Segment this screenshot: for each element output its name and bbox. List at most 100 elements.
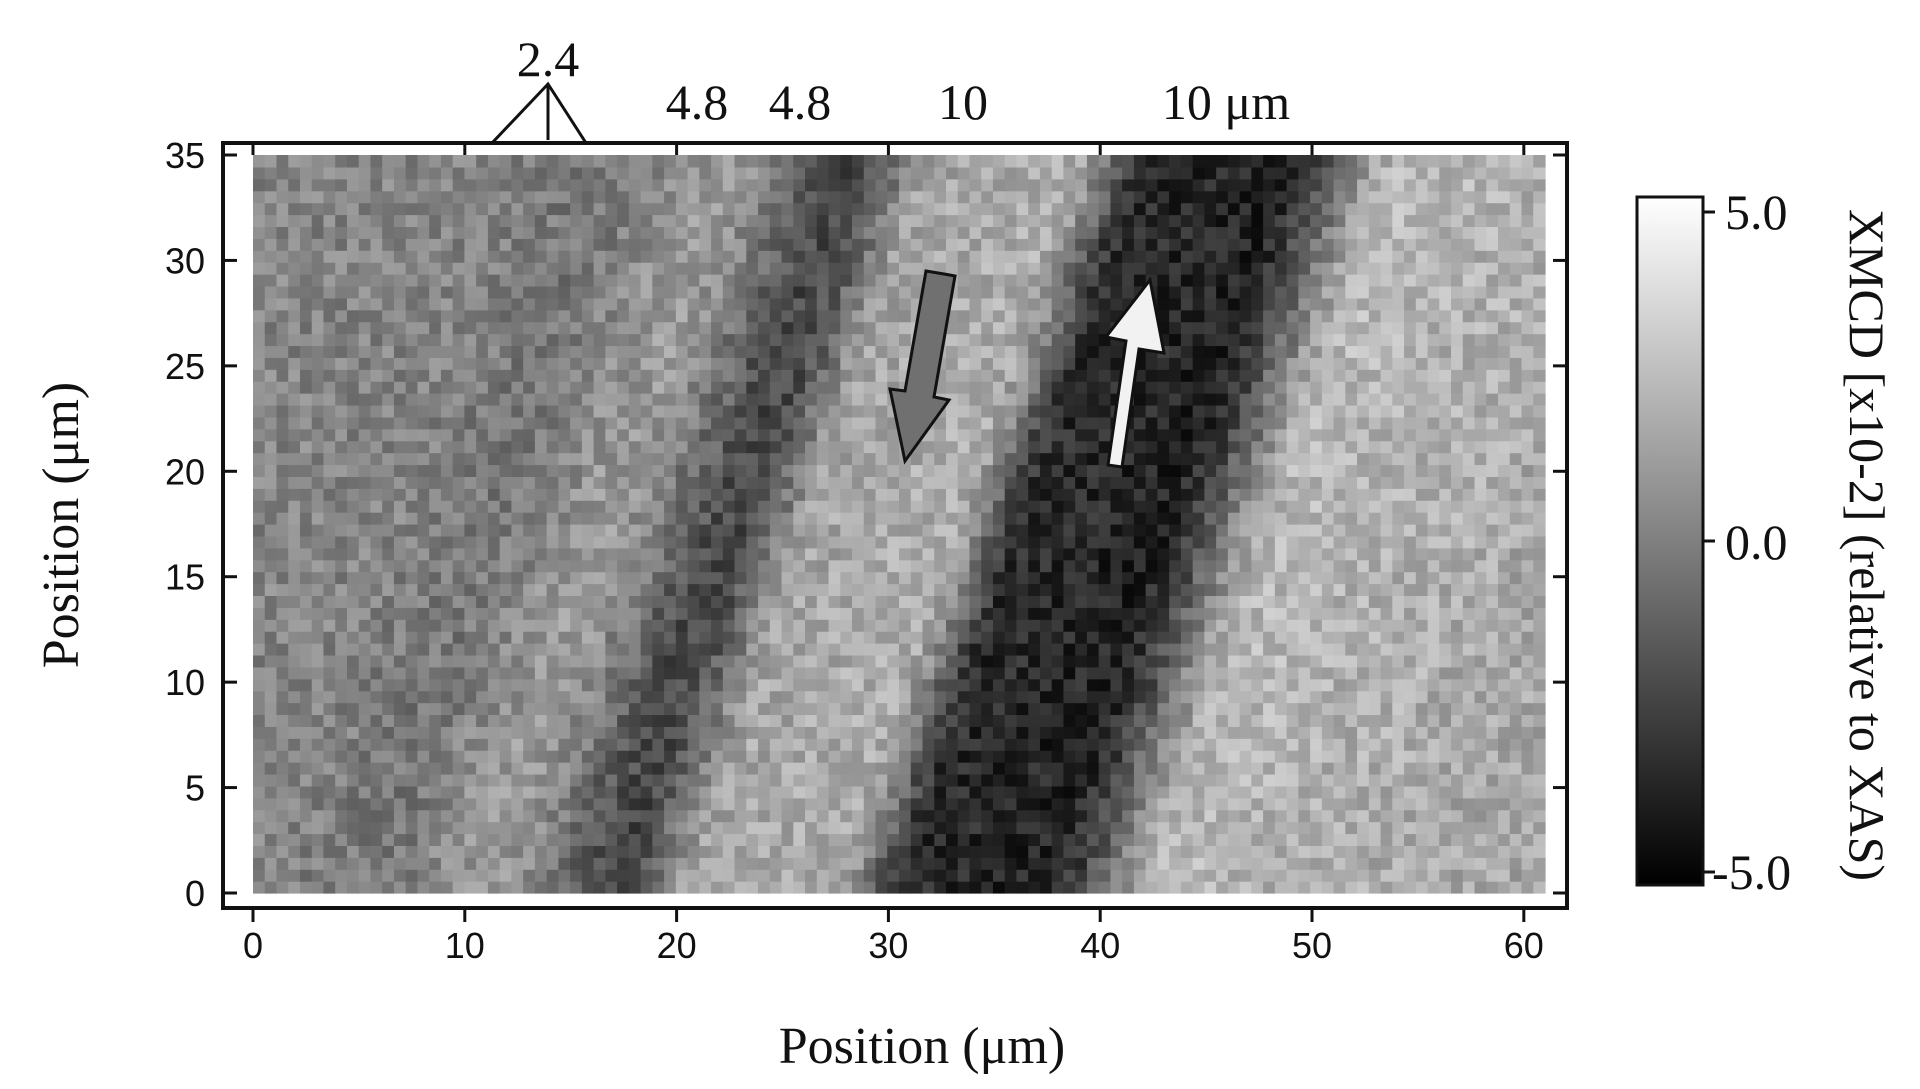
- heatmap-cell: [605, 428, 618, 442]
- heatmap-cell: [476, 404, 489, 418]
- heatmap-cell: [1474, 643, 1487, 656]
- heatmap-cell: [370, 416, 383, 430]
- heatmap-cell: [758, 857, 771, 870]
- heatmap-cell: [711, 452, 724, 466]
- heatmap-cell: [1321, 750, 1335, 763]
- heatmap-cell: [934, 500, 947, 513]
- heatmap-cell: [1310, 595, 1323, 608]
- heatmap-cell: [711, 643, 724, 656]
- heatmap-cell: [1204, 678, 1217, 692]
- heatmap-cell: [393, 773, 407, 787]
- heatmap-cell: [945, 666, 959, 680]
- heatmap-cell: [581, 797, 595, 811]
- heatmap-cell: [1368, 797, 1382, 811]
- heatmap-cell: [1392, 404, 1405, 418]
- heatmap-cell: [405, 702, 419, 716]
- heatmap-cell: [264, 631, 278, 644]
- heatmap-cell: [335, 726, 348, 739]
- heatmap-cell: [899, 714, 912, 727]
- heatmap-cell: [558, 619, 571, 632]
- heatmap-cell: [523, 714, 536, 727]
- heatmap-cell: [781, 821, 794, 835]
- heatmap-cell: [1145, 369, 1158, 382]
- heatmap-cell: [382, 738, 395, 751]
- heatmap-cell: [1310, 690, 1323, 704]
- heatmap-cell: [769, 595, 783, 608]
- heatmap-cell: [1462, 583, 1476, 597]
- heatmap-cell: [981, 881, 994, 894]
- heatmap-cell: [1321, 583, 1335, 597]
- heatmap-cell: [1157, 524, 1170, 537]
- heatmap-cell: [534, 809, 548, 823]
- heatmap-cell: [699, 631, 712, 644]
- heatmap-cell: [1251, 797, 1264, 811]
- heatmap-cell: [1204, 404, 1217, 418]
- heatmap-cell: [617, 607, 630, 620]
- heatmap-cell: [957, 726, 971, 739]
- heatmap-cell: [1310, 881, 1323, 894]
- heatmap-cell: [1321, 738, 1335, 751]
- heatmap-cell: [1274, 607, 1288, 620]
- heatmap-cell: [440, 535, 454, 549]
- heatmap-cell: [1521, 750, 1534, 763]
- heatmap-cell: [581, 404, 595, 418]
- heatmap-cell: [1016, 488, 1029, 501]
- heatmap-cell: [722, 631, 736, 644]
- heatmap-cell: [934, 690, 947, 704]
- heatmap-cell: [852, 666, 865, 680]
- heatmap-cell: [440, 607, 454, 620]
- heatmap-cell: [1298, 654, 1311, 668]
- heatmap-cell: [957, 762, 971, 775]
- heatmap-cell: [593, 690, 606, 704]
- heatmap-cell: [664, 559, 677, 573]
- heatmap-cell: [370, 440, 383, 454]
- heatmap-cell: [570, 845, 583, 858]
- heatmap-cell: [1321, 714, 1335, 727]
- heatmap-cell: [487, 393, 501, 406]
- heatmap-cell: [1075, 785, 1088, 799]
- heatmap-cell: [417, 476, 430, 489]
- heatmap-cell: [581, 381, 595, 394]
- heatmap-cell: [805, 738, 818, 751]
- heatmap-cell: [746, 500, 759, 513]
- heatmap-cell: [1263, 452, 1276, 466]
- heatmap-cell: [1028, 881, 1041, 894]
- heatmap-cell: [781, 666, 794, 680]
- heatmap-cell: [640, 619, 653, 632]
- heatmap-cell: [769, 393, 783, 406]
- heatmap-cell: [1239, 666, 1252, 680]
- heatmap-cell: [370, 524, 383, 537]
- heatmap-cell: [1227, 559, 1241, 573]
- heatmap-cell: [1474, 631, 1487, 644]
- heatmap-cell: [1345, 845, 1358, 858]
- heatmap-cell: [1216, 440, 1229, 454]
- heatmap-cell: [581, 821, 595, 835]
- heatmap-cell: [805, 369, 818, 382]
- heatmap-cell: [1521, 714, 1534, 727]
- heatmap-cell: [1521, 381, 1534, 394]
- heatmap-cell: [1075, 595, 1088, 608]
- heatmap-cell: [652, 535, 665, 549]
- heatmap-cell: [593, 440, 606, 454]
- heatmap-cell: [1486, 785, 1499, 799]
- heatmap-cell: [852, 595, 865, 608]
- heatmap-cell: [487, 500, 501, 513]
- heatmap-cell: [664, 833, 677, 846]
- heatmap-cell: [1509, 583, 1523, 597]
- heatmap-cell: [863, 690, 877, 704]
- heatmap-cell: [957, 416, 971, 430]
- heatmap-cell: [534, 583, 548, 597]
- heatmap-cell: [1063, 404, 1076, 418]
- heatmap-cell: [1439, 750, 1452, 763]
- heatmap-cell: [887, 809, 900, 823]
- heatmap-cell: [405, 881, 419, 894]
- heatmap-cell: [664, 512, 677, 525]
- heatmap-cell: [769, 452, 783, 466]
- heatmap-cell: [722, 559, 736, 573]
- heatmap-cell: [922, 702, 935, 716]
- heatmap-cell: [311, 643, 325, 656]
- heatmap-cell: [288, 416, 301, 430]
- heatmap-cell: [370, 738, 383, 751]
- heatmap-cell: [1357, 643, 1370, 656]
- heatmap-cell: [1392, 631, 1405, 644]
